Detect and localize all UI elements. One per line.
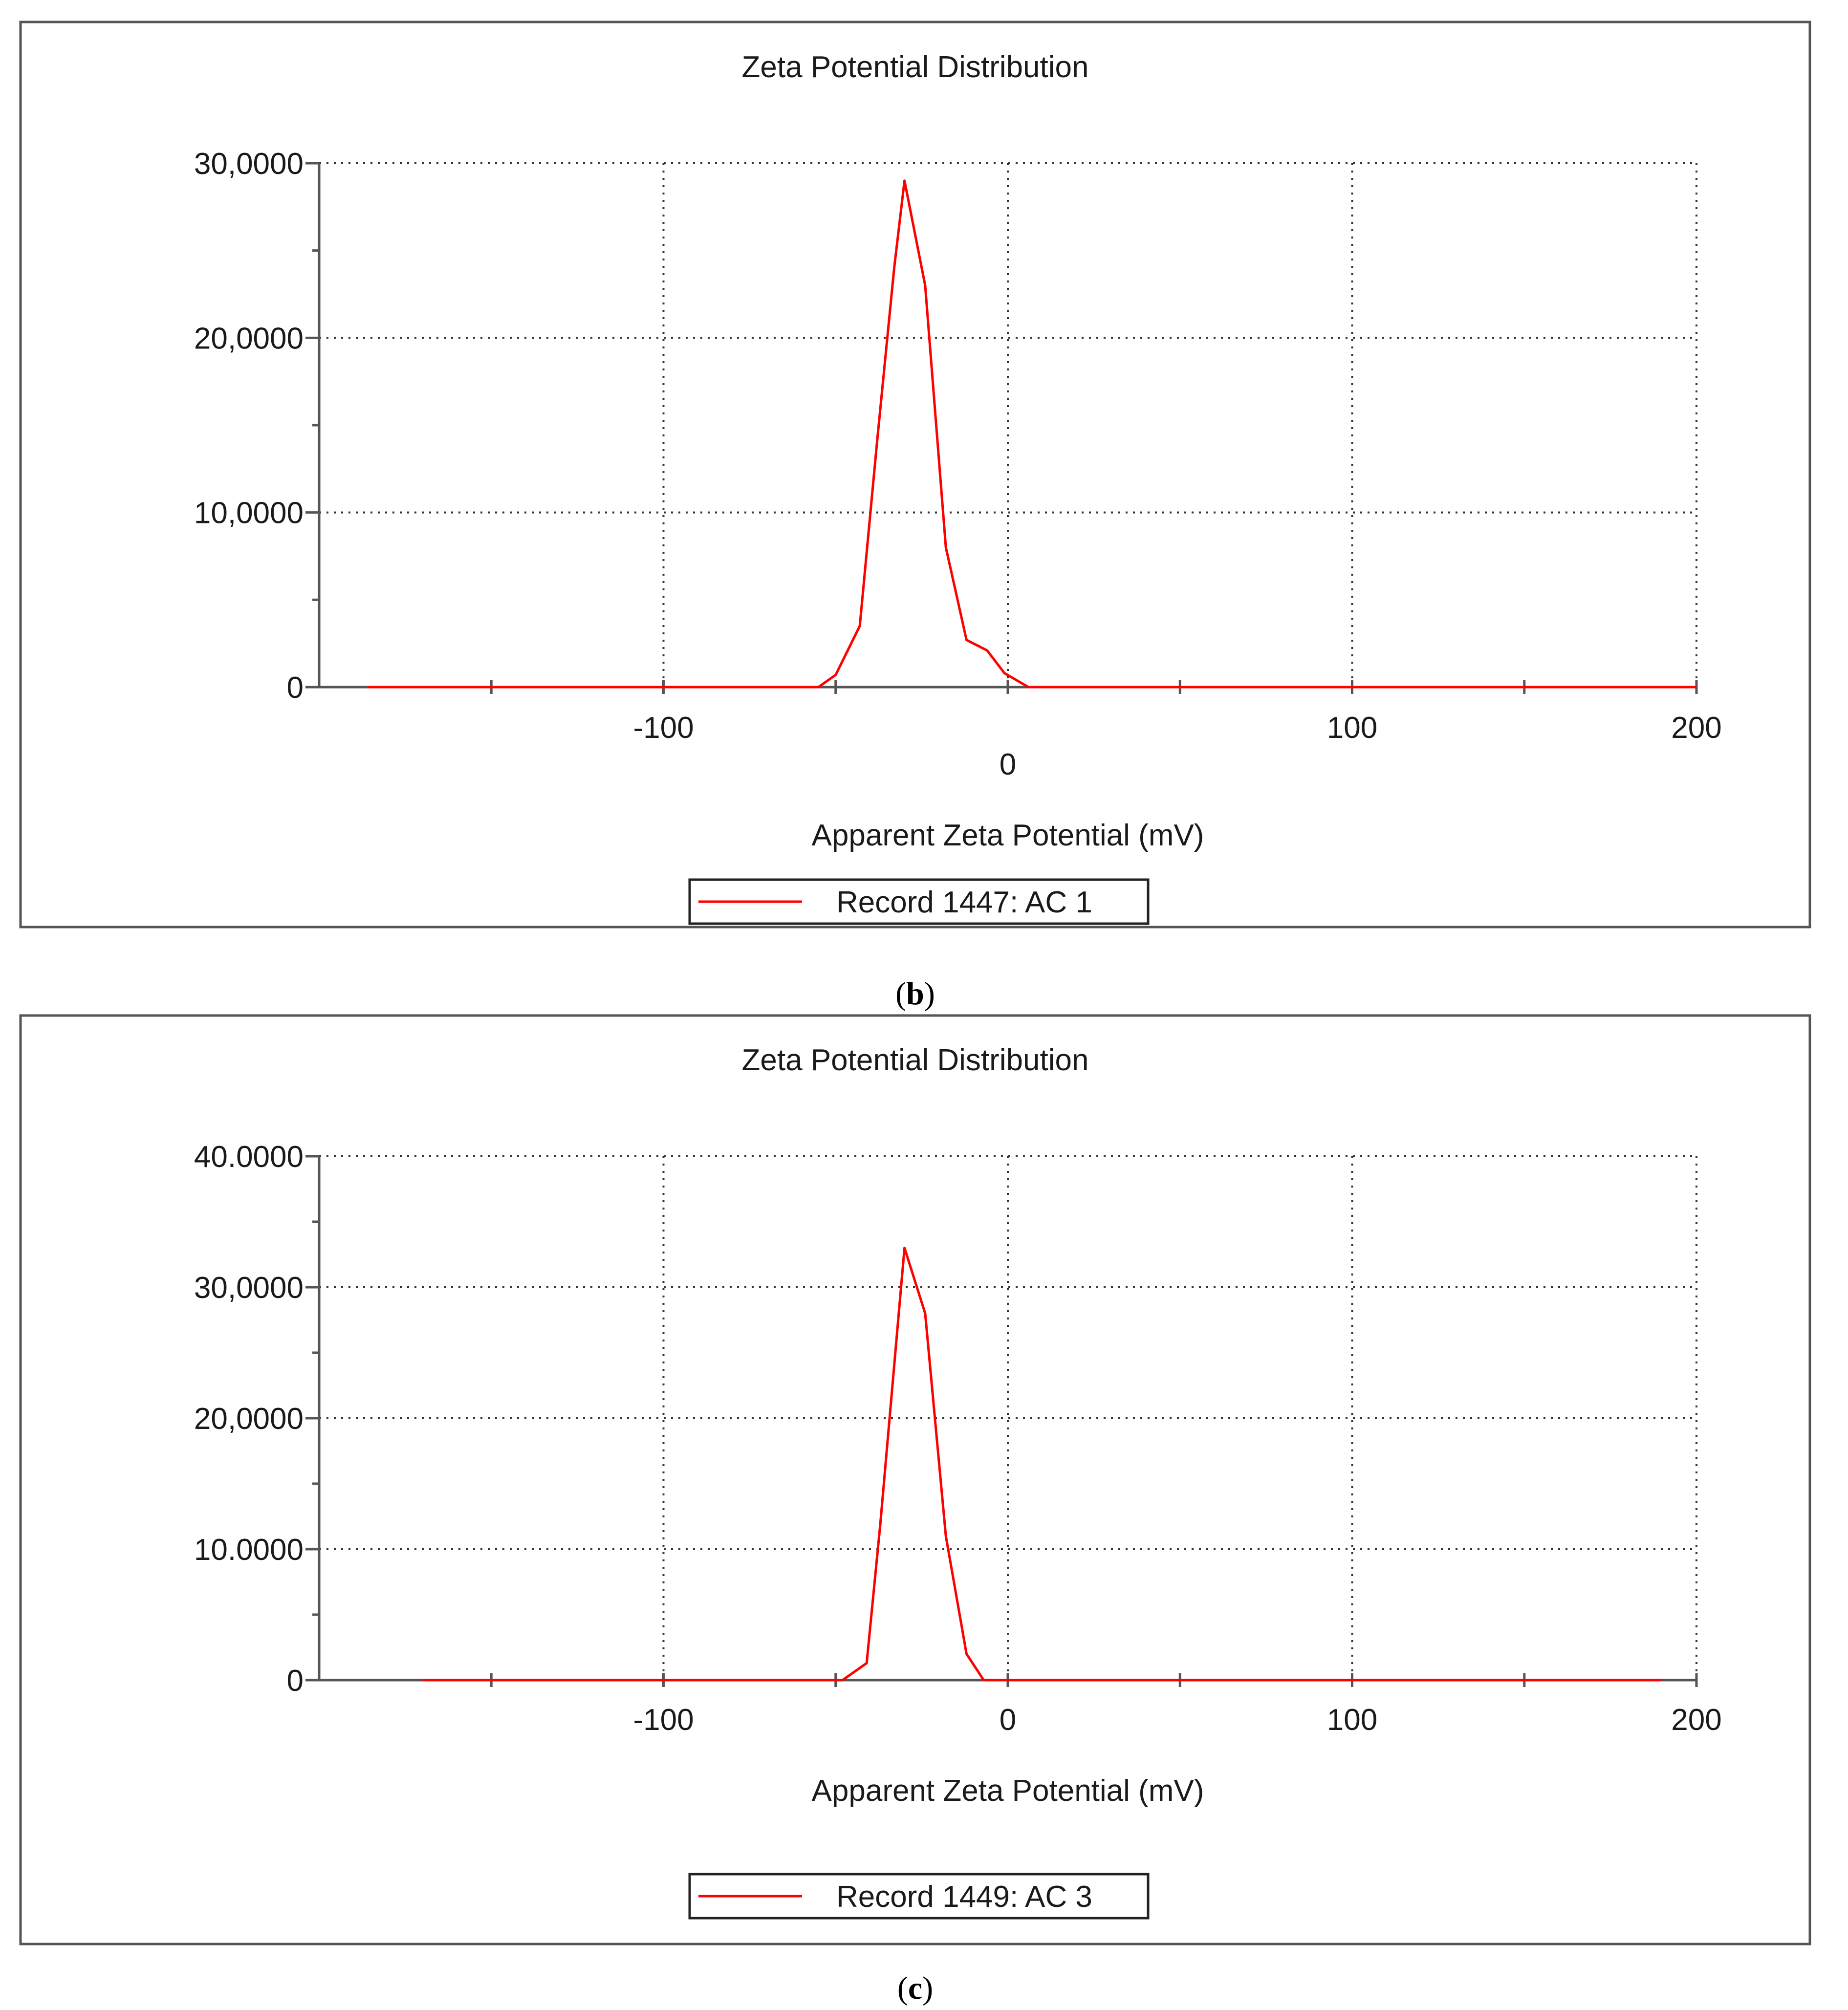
panel-caption: (c) [897,1970,933,2006]
chart-panel-b: Zeta Potential Distribution 0 10,0000 20,00… [19,21,1811,1012]
y-tick-label: 40.0000 [194,1140,304,1174]
caption-paren-open: ( [895,976,906,1012]
caption-letter: b [906,976,924,1012]
legend-label: Record 1449: AC 3 [836,1880,1092,1914]
series-line [422,1247,1662,1682]
caption-paren-close: ) [924,976,935,1012]
legend: Record 1449: AC 3 [688,1873,1150,1920]
y-tick-label: 0 [287,671,304,705]
x-tick-label: 100 [1327,1703,1377,1737]
caption-paren-close: ) [922,1970,933,2006]
x-tick-label: 0 [1000,1703,1016,1737]
y-tick-label: 0 [287,1664,304,1698]
caption-letter: c [908,1970,922,2006]
x-axis-label: Apparent Zeta Potential (mV) [812,1774,1204,1808]
y-tick-label: 20,0000 [194,1402,304,1436]
chart-title: Zeta Potential Distribution [742,1043,1089,1077]
legend: Record 1447: AC 1 [688,878,1150,925]
y-tick-label: 30,0000 [194,147,304,181]
panel-caption: (b) [895,976,935,1012]
x-tick-label: -100 [633,711,694,745]
caption-paren-open: ( [897,1970,908,2006]
x-tick-label: -100 [633,1703,694,1737]
chart-title: Zeta Potential Distribution [742,50,1089,84]
x-tick-label: 200 [1671,1703,1721,1737]
series-line [367,179,1696,689]
y-tick-label: 10.0000 [194,1533,304,1567]
x-tick-label: 100 [1327,711,1377,745]
x-axis-label: Apparent Zeta Potential (mV) [812,819,1204,852]
chart-panel-c: Zeta Potential Distribution 0 10.0000 20,00… [19,1014,1811,2006]
y-tick-label: 20,0000 [194,322,304,355]
y-tick-label: 30,0000 [194,1271,304,1305]
x-tick-label: 0 [1000,748,1016,781]
y-tick-label: 10,0000 [194,497,304,530]
x-tick-label: 200 [1671,711,1721,745]
legend-label: Record 1447: AC 1 [836,886,1092,919]
